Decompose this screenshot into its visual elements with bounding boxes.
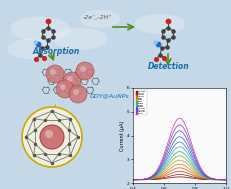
Circle shape <box>63 72 81 90</box>
Bar <box>0 57 231 66</box>
Bar <box>0 38 231 47</box>
Circle shape <box>76 62 94 80</box>
Ellipse shape <box>80 10 120 28</box>
Bar <box>0 76 231 85</box>
Ellipse shape <box>7 39 52 59</box>
Bar <box>0 142 231 151</box>
Bar <box>0 0 231 9</box>
Text: GDY@AuNPs: GDY@AuNPs <box>90 93 130 98</box>
Circle shape <box>73 89 79 95</box>
Bar <box>0 28 231 38</box>
Ellipse shape <box>52 28 107 50</box>
Circle shape <box>40 125 64 149</box>
Text: -2e⁻,-2H⁺: -2e⁻,-2H⁺ <box>83 15 113 20</box>
Bar <box>0 9 231 19</box>
Bar <box>0 85 231 94</box>
Bar <box>0 170 231 180</box>
Circle shape <box>67 76 73 82</box>
Bar <box>0 113 231 123</box>
Bar <box>0 180 231 189</box>
Bar <box>0 151 231 161</box>
Bar <box>0 94 231 104</box>
Text: Absorption: Absorption <box>32 47 79 56</box>
Circle shape <box>56 80 74 98</box>
Circle shape <box>60 84 66 90</box>
Circle shape <box>22 107 82 167</box>
Text: Detection: Detection <box>148 62 190 71</box>
Bar <box>0 123 231 132</box>
Legend: 0.05μM, 0.1μM, 0.2μM, 0.5μM, 1μM, 2μM, 5μM, 10μM, 20μM, 50μM, 0.1mM, 0.2mM, 0.5m: 0.05μM, 0.1μM, 0.2μM, 0.5μM, 1μM, 2μM, 5… <box>135 90 147 115</box>
Circle shape <box>80 66 86 72</box>
Circle shape <box>50 69 56 75</box>
Bar <box>0 161 231 170</box>
Ellipse shape <box>10 16 70 42</box>
Y-axis label: Current (μA): Current (μA) <box>120 120 125 151</box>
Bar <box>0 132 231 142</box>
Bar <box>0 47 231 57</box>
Ellipse shape <box>135 14 185 34</box>
Bar <box>0 19 231 28</box>
Bar <box>0 66 231 76</box>
Circle shape <box>46 65 64 83</box>
Bar <box>0 104 231 113</box>
Circle shape <box>69 85 87 103</box>
Circle shape <box>45 130 53 138</box>
